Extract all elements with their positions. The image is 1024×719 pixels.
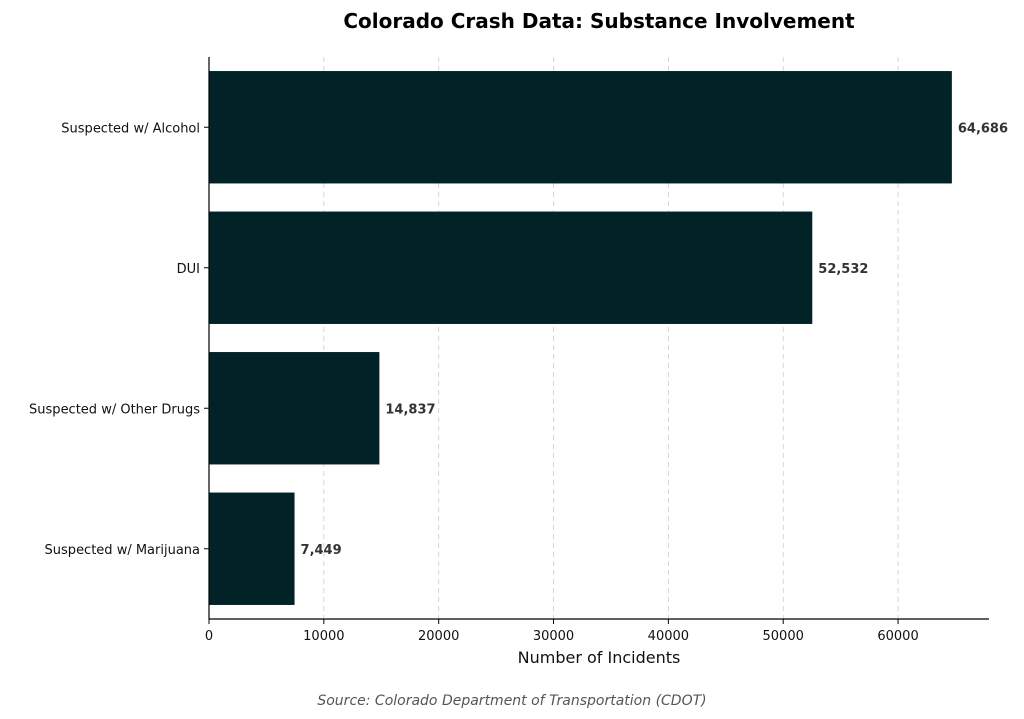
x-tick-label: 40000 [648,629,689,644]
x-tick-label: 50000 [763,629,804,644]
chart-title: Colorado Crash Data: Substance Involveme… [343,9,855,33]
bar-value-label: 64,686 [958,121,1008,136]
bar [209,71,952,184]
y-category-label: DUI [177,262,200,277]
bar [209,492,295,605]
bar-value-label: 52,532 [818,262,868,277]
bar [209,211,813,324]
y-category-label: Suspected w/ Marijuana [45,543,200,558]
x-tick-label: 20000 [418,629,459,644]
x-tick-label: 0 [205,629,213,644]
x-tick-label: 60000 [877,629,918,644]
x-tick-label: 30000 [533,629,574,644]
source-note: Source: Colorado Department of Transport… [317,693,706,709]
y-category-label: Suspected w/ Alcohol [61,121,200,136]
x-axis-label: Number of Incidents [518,648,681,667]
bar-value-label: 14,837 [385,402,435,417]
bar-value-label: 7,449 [301,543,342,558]
x-tick-label: 10000 [303,629,344,644]
bar [209,352,380,465]
y-category-label: Suspected w/ Other Drugs [29,402,200,417]
